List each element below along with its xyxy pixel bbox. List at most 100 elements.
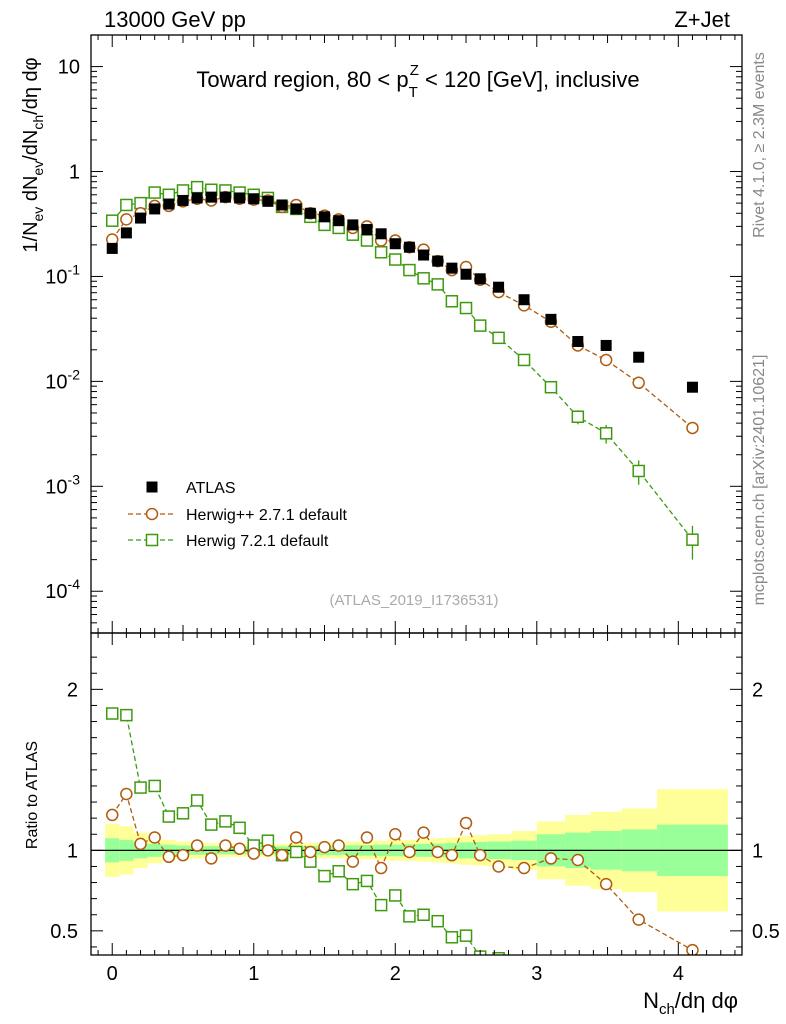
herwigpp-ratio-point (261, 844, 275, 857)
xlab-rest: /dη dφ (675, 988, 738, 1013)
herwigpp-ratio-point (134, 837, 147, 851)
ratio-uncertainty-bands (91, 789, 742, 912)
atlas-point (333, 215, 345, 227)
herwigpp-ratio-point (332, 839, 345, 852)
herwig7-point (374, 246, 388, 259)
atlas-point (686, 381, 698, 393)
herwig7-point (632, 464, 645, 478)
herwig7-point (417, 272, 430, 285)
herwigpp-ratio-point (176, 848, 190, 862)
atlas-point (403, 241, 415, 253)
ratio-y-tick-label: 0.5 (50, 921, 78, 943)
herwigpp-ratio-point (360, 831, 374, 844)
atlas-point (474, 273, 486, 285)
herwigpp-ratio-point (389, 828, 402, 841)
legend-herwig7-marker (145, 533, 159, 547)
herwig7-point (431, 278, 444, 291)
atlas-point (177, 194, 189, 206)
atlas-point (205, 191, 217, 203)
ratio-y-axis-label: Ratio to ATLAS (24, 741, 41, 849)
ylab-dnev: dN (20, 176, 42, 207)
herwig7-ratio-point (459, 929, 473, 942)
herwig7-ratio-point (233, 821, 246, 835)
main-y-axis-label: 1/Nev dNev/dNch/dη dφ (20, 57, 46, 252)
atlas-point (262, 195, 274, 207)
herwigpp-ratio-point (219, 839, 232, 852)
herwig7-ratio-point (332, 865, 345, 878)
herwigpp-ratio-point (473, 848, 487, 862)
herwigpp-ratio-point (599, 877, 613, 891)
legend-label: Herwig 7.2.1 default (186, 533, 329, 550)
atlas-point (493, 281, 505, 293)
atlas-point (432, 255, 444, 267)
herwig7-point (544, 380, 558, 394)
herwigpp-ratio-point (445, 848, 459, 862)
herwig7-ratio-point (389, 889, 402, 902)
herwig7-ratio-point (318, 869, 331, 883)
herwig7-ratio-point (519, 962, 530, 973)
herwig7-ratio-point (403, 910, 416, 923)
x-tick-label: 3 (531, 963, 542, 985)
herwig7-point (492, 331, 505, 345)
herwig7-point (389, 253, 402, 266)
herwigpp-ratio-point (205, 852, 218, 865)
herwig7-ratio-point (105, 707, 119, 720)
atlas-point (389, 238, 401, 250)
atlas-point (234, 192, 246, 204)
herwigpp-ratio-point (162, 850, 176, 864)
ratio-y-tick-label: 1 (67, 840, 78, 862)
x-tick-label: 2 (390, 963, 401, 985)
xlab-sub-ch: ch (659, 1001, 675, 1018)
title-sup-z: Z (410, 62, 419, 79)
tick-exponent: -1 (68, 261, 81, 277)
herwigpp-ratio-point (374, 861, 388, 875)
herwigpp-point (120, 213, 133, 226)
herwig7-point (459, 301, 473, 315)
herwig7-ratio-point (374, 898, 388, 912)
tick-base: 10 (45, 371, 67, 393)
mcplots-label: mcplots.cern.ch [arXiv:2401.10621] (751, 355, 768, 606)
main-y-tick-label: 10-2 (45, 366, 80, 393)
herwig7-ratio-point (289, 845, 303, 859)
atlas-point (375, 228, 387, 240)
ratio-panel-frame (90, 632, 743, 956)
rivet-label: Rivet 4.1.0, ≥ 2.3M events (751, 52, 768, 238)
herwig7-ratio-point (545, 970, 556, 981)
ylab-sub-ev1: ev (30, 207, 46, 222)
atlas-point (248, 193, 260, 205)
ratio-y-tick-label: 2 (67, 679, 78, 701)
herwig7-ratio-point (417, 908, 430, 921)
ylab-sub-ev2: ev (30, 161, 46, 176)
atlas-point (319, 211, 331, 223)
atlas-point (446, 262, 458, 274)
herwig7-ratio-point (492, 951, 505, 955)
atlas-point (518, 294, 530, 306)
main-y-tick-label: 10-1 (45, 261, 80, 288)
herwig7-point (360, 234, 374, 247)
legend-label: ATLAS (186, 480, 236, 497)
atlas-point (106, 242, 118, 254)
herwig7-ratio-point (205, 818, 218, 831)
ylab-dnch: /dN (20, 130, 42, 161)
herwig7-ratio-line (112, 712, 480, 955)
atlas-point (418, 249, 430, 261)
herwig7-point (120, 198, 133, 212)
herwigpp-ratio-point (318, 840, 331, 854)
atlas-point (545, 313, 557, 325)
herwig7-line (111, 186, 694, 541)
x-tick-label: 0 (107, 963, 118, 985)
atlas-point (149, 203, 161, 215)
herwigpp-line (111, 196, 693, 429)
herwigpp-ratio-point (417, 826, 430, 839)
tick-base: 10 (45, 581, 67, 603)
tick-base: 10 (45, 476, 67, 498)
herwig7-ratio-point (176, 807, 190, 820)
herwigpp-ratio-line (111, 792, 693, 951)
herwig7-ratio-point (360, 874, 374, 888)
legend-atlas-marker (146, 481, 158, 493)
herwigpp-ratio-point (517, 861, 531, 875)
herwig7-ratio-point (120, 708, 133, 722)
herwigpp-ratio-point (459, 816, 473, 830)
atlas-point (276, 199, 288, 211)
